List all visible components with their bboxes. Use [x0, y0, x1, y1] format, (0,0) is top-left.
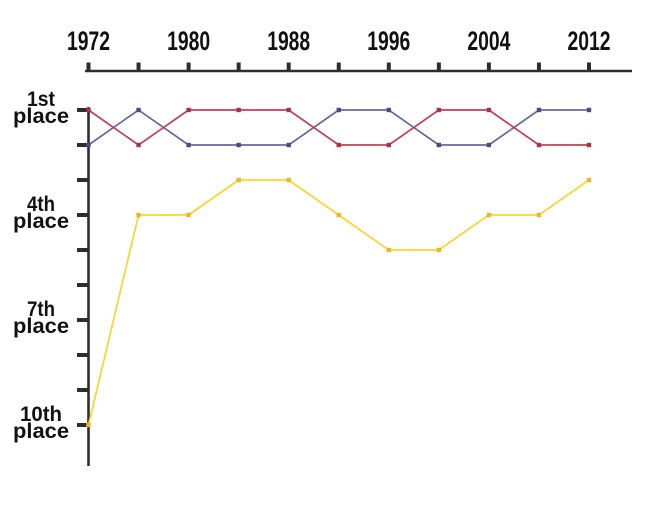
y-axis-label-line: place — [13, 210, 69, 233]
red-team-rank-point-2008 — [536, 142, 542, 148]
x-axis-label-1980: 1980 — [167, 26, 210, 56]
yellow-team-rank-point-1988 — [286, 177, 291, 183]
y-axis-label-line: 7th — [27, 298, 55, 321]
red-team-rank-point-2004 — [486, 107, 492, 113]
y-axis-label-line: 1st — [27, 88, 55, 111]
red-team-rank-point-1992 — [336, 142, 341, 148]
blue-team-rank-point-2000 — [436, 142, 442, 148]
yellow-team-rank-point-2012 — [586, 177, 592, 183]
red-team-rank-point-1976 — [136, 142, 141, 148]
x-axis-label-1972: 1972 — [67, 26, 110, 56]
red-team-rank-point-2000 — [436, 107, 442, 113]
red-team-rank-point-1972 — [86, 107, 91, 113]
red-team-rank-point-1988 — [286, 107, 291, 113]
red-team-rank-series — [86, 107, 592, 148]
blue-team-rank-point-2008 — [536, 107, 542, 113]
blue-team-rank-point-1972 — [86, 142, 91, 148]
x-axis-label-1996: 1996 — [367, 26, 410, 56]
x-axis-label-2004: 2004 — [467, 26, 510, 56]
blue-team-rank-point-1992 — [336, 107, 341, 113]
yellow-team-rank-point-1996 — [386, 247, 391, 253]
blue-team-rank-point-1996 — [386, 107, 391, 113]
x-axis-label-1988: 1988 — [267, 26, 310, 56]
yellow-team-rank-point-2008 — [536, 212, 542, 218]
yellow-team-rank-series — [86, 177, 592, 428]
y-axis-label-line: place — [13, 105, 69, 128]
yellow-team-rank-point-1972 — [86, 422, 91, 428]
y-axis-label-line: place — [13, 315, 69, 338]
x-axis-label-2012: 2012 — [568, 26, 611, 56]
yellow-team-rank-point-1980 — [186, 212, 191, 218]
blue-team-rank-point-1980 — [186, 142, 191, 148]
red-team-rank-point-1984 — [236, 107, 241, 113]
blue-team-rank-series — [86, 107, 592, 148]
axes: 1972 1980 1988 1996 2004 20121stplace4thplace… — [13, 26, 632, 466]
y-axis-label-line: 4th — [27, 193, 55, 216]
blue-team-rank-point-2004 — [486, 142, 492, 148]
yellow-team-rank-point-2004 — [486, 212, 492, 218]
yellow-team-rank-point-1984 — [236, 177, 241, 183]
red-team-rank-point-1980 — [186, 107, 191, 113]
yellow-team-rank-point-2000 — [436, 247, 442, 253]
yellow-team-rank-point-1976 — [136, 212, 141, 218]
red-team-rank-point-1996 — [386, 142, 391, 148]
y-axis-label-line: place — [13, 420, 69, 443]
red-team-rank-point-2012 — [586, 142, 592, 148]
blue-team-rank-point-1984 — [236, 142, 241, 148]
red-team-rank-line — [88, 109, 589, 147]
blue-team-rank-point-2012 — [586, 107, 592, 113]
blue-team-rank-point-1976 — [136, 107, 141, 113]
yellow-team-rank-point-1992 — [336, 212, 341, 218]
y-axis-label-line: 10th — [20, 403, 62, 426]
blue-team-rank-point-1988 — [286, 142, 291, 148]
